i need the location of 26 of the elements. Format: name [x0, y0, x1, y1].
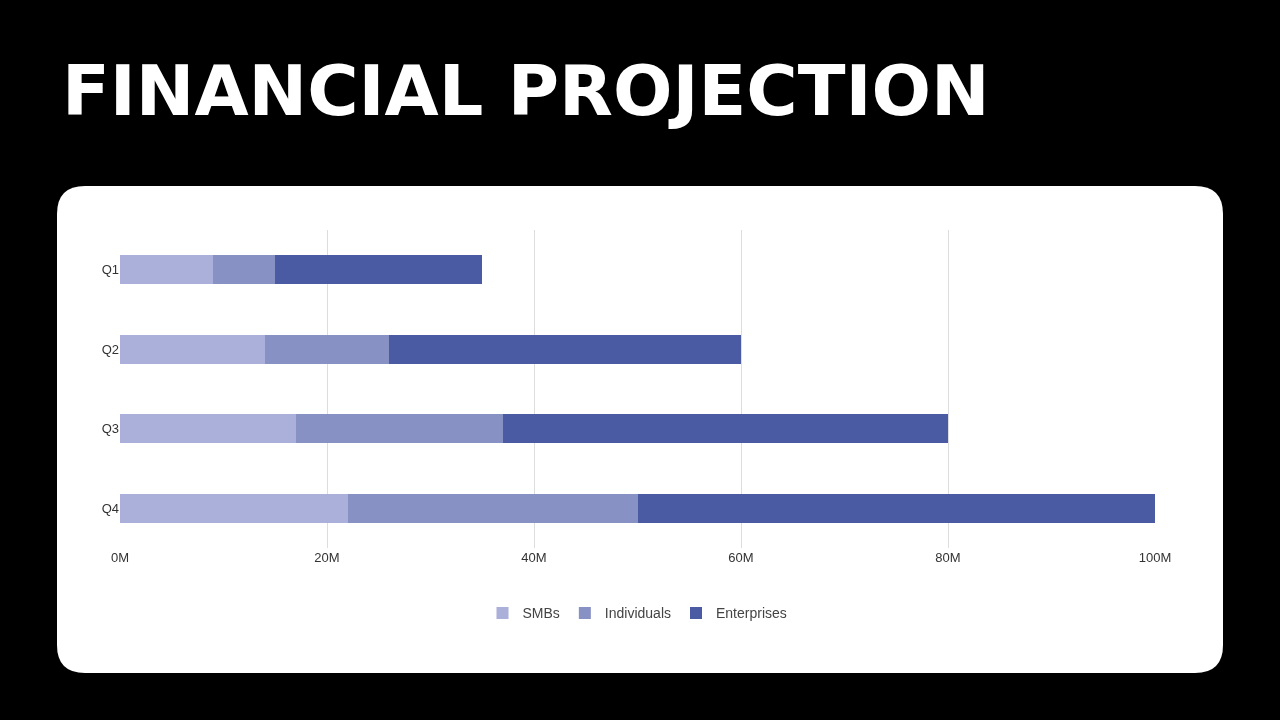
- x-tick-label: 0M: [110, 550, 130, 565]
- x-tick-label: 20M: [314, 550, 340, 565]
- bar: [502, 414, 948, 444]
- legend-label: SMBs: [522, 605, 560, 622]
- bar: [120, 255, 214, 285]
- bar: [120, 493, 348, 523]
- y-tick-label: Q3: [101, 421, 119, 437]
- x-tick-label: 100M: [1138, 550, 1172, 565]
- bar: [637, 493, 1155, 523]
- legend-label: Individuals: [604, 605, 671, 622]
- legend-label: Enterprises: [716, 605, 787, 622]
- bar: [295, 414, 503, 444]
- bar: [264, 334, 390, 364]
- y-tick-label: Q4: [101, 500, 119, 516]
- bar: [213, 255, 276, 285]
- bar: [120, 334, 265, 364]
- bar: [389, 334, 741, 364]
- bar: [120, 414, 296, 444]
- x-tick-label: 80M: [935, 550, 961, 565]
- x-tick-label: 60M: [728, 550, 754, 565]
- bar: [275, 255, 483, 285]
- chart-title: FINANCIAL PROJECTION: [62, 49, 990, 132]
- y-tick-label: Q1: [101, 262, 119, 278]
- bar: [347, 493, 638, 523]
- x-tick-label: 40M: [521, 550, 547, 565]
- y-tick-label: Q2: [101, 341, 119, 357]
